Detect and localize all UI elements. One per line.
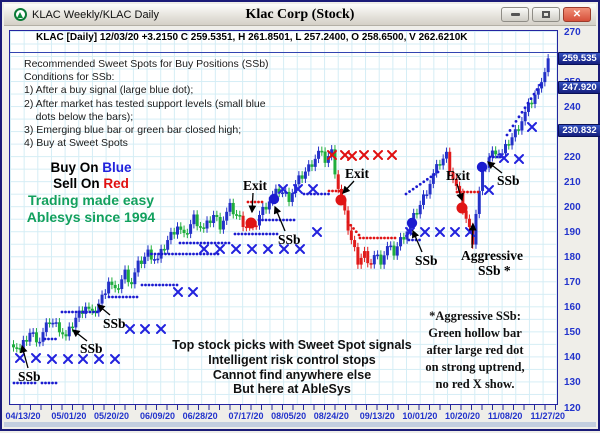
x-tick-label: 09/13/20 <box>359 411 395 421</box>
y-tick-label: 240 <box>564 101 581 113</box>
condition-line: dots below the bars); <box>24 110 134 123</box>
buy-on-blue-line: Buy On Blue <box>50 160 132 175</box>
sell-on-red-line: Sell On Red <box>53 176 129 191</box>
aggressive-note-line: Green hollow bar <box>428 326 522 340</box>
aggressive-note-line: no red X show. <box>435 377 515 391</box>
aggressive-note-line: on strong uptrend, <box>425 360 525 374</box>
y-tick-label: 210 <box>564 176 581 188</box>
x-tick-label: 06/28/20 <box>182 411 218 421</box>
restore-button[interactable] <box>532 7 560 22</box>
close-icon: ✕ <box>572 8 582 20</box>
condition-line: Recommended Sweet Spots for Buy Position… <box>24 58 269 70</box>
window-title: Klac Corp (Stock) <box>245 7 355 22</box>
buy-sell-legend: Buy On Blue Sell On Red Trading made eas… <box>16 160 166 225</box>
x-tick-label: 11/27/20 <box>530 411 566 421</box>
marketing-line: Intelligent risk control stops <box>208 352 376 367</box>
minimize-icon <box>510 13 520 16</box>
x-tick-label: 06/09/20 <box>139 411 175 421</box>
x-tick-label: 10/20/20 <box>444 411 481 421</box>
condition-line: 1) After a buy signal (large blue dot); <box>24 84 194 97</box>
x-axis-ticks <box>10 405 558 410</box>
info-separator <box>10 52 557 53</box>
bottom-strip <box>4 422 596 427</box>
y-tick-label: 140 <box>564 352 581 364</box>
price-flag: 247.920 <box>558 80 600 94</box>
y-tick-label: 270 <box>564 26 581 38</box>
marketing-text: Top stock picks with Sweet Spot signals I… <box>152 338 432 397</box>
quote-info-bar: KLAC [Daily] 12/03/20 +3.2150 C 259.5351… <box>36 32 468 43</box>
condition-line: 3) Emerging blue bar or green bar closed… <box>24 124 242 137</box>
y-tick-label: 150 <box>564 327 581 339</box>
y-tick-label: 130 <box>564 377 581 389</box>
price-flag: 259.535 <box>558 51 600 65</box>
marketing-line: But here at AbleSys <box>233 382 351 397</box>
condition-line: 2) After market has tested support level… <box>24 97 266 110</box>
aggressive-ssb-note: *Aggressive SSb: Green hollow bar after la… <box>400 308 550 393</box>
y-tick-label: 160 <box>564 302 581 314</box>
tagline-2: Ablesys since 1994 <box>26 208 156 225</box>
close-button[interactable]: ✕ <box>563 7 591 22</box>
x-tick-label: 08/24/20 <box>313 411 349 421</box>
minimize-button[interactable] <box>501 7 529 22</box>
x-tick-label: 05/20/20 <box>94 411 130 421</box>
chart-tab[interactable]: KLAC Weekly/KLAC Daily <box>8 6 165 23</box>
tagline-1: Trading made easy <box>27 192 155 208</box>
y-tick-label: 120 <box>564 402 581 414</box>
x-tick-label: 10/01/20 <box>402 411 438 421</box>
condition-line: 4) Buy at Sweet Spots <box>24 137 128 150</box>
y-tick-label: 170 <box>564 277 581 289</box>
x-tick-label: 05/01/20 <box>51 411 87 421</box>
y-tick-label: 190 <box>564 227 581 239</box>
ssb-conditions-text: Recommended Sweet Spots for Buy Position… <box>24 58 269 150</box>
aggressive-note-line: *Aggressive SSb: <box>429 309 521 323</box>
ablesys-logo-icon <box>14 8 27 21</box>
marketing-line: Top stock picks with Sweet Spot signals <box>172 338 412 352</box>
y-tick-label: 200 <box>564 201 581 213</box>
title-bar: KLAC Weekly/KLAC Daily Klac Corp (Stock)… <box>4 4 596 26</box>
y-tick-label: 180 <box>564 252 581 264</box>
marketing-line: Cannot find anywhere else <box>212 367 372 382</box>
x-tick-label: 07/17/20 <box>228 411 264 421</box>
x-tick-label: 08/05/20 <box>271 411 307 421</box>
y-tick-label: 220 <box>564 151 581 163</box>
x-tick-label: 11/08/20 <box>487 411 523 421</box>
tab-label: KLAC Weekly/KLAC Daily <box>32 8 159 21</box>
window-controls: ✕ <box>501 7 591 22</box>
x-tick-label: 04/13/20 <box>5 411 41 421</box>
restore-icon <box>542 11 550 18</box>
aggressive-note-line: after large red dot <box>426 343 524 357</box>
price-flag: 230.832 <box>558 123 600 137</box>
condition-line: Conditions for SSb: <box>24 71 115 84</box>
